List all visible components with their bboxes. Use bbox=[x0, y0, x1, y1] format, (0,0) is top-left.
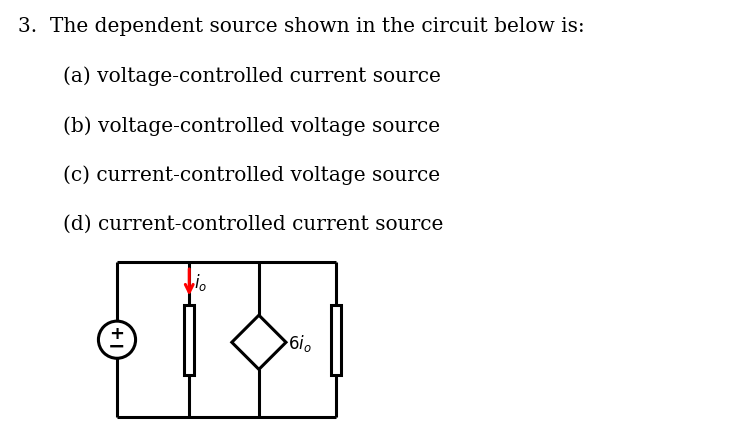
Text: (b) voltage-controlled voltage source: (b) voltage-controlled voltage source bbox=[63, 116, 440, 136]
Bar bbox=[331, 305, 341, 375]
Text: $6i_o$: $6i_o$ bbox=[288, 333, 312, 354]
Text: $i_o$: $i_o$ bbox=[194, 272, 207, 293]
Text: (a) voltage-controlled current source: (a) voltage-controlled current source bbox=[63, 67, 441, 86]
Bar bbox=[184, 305, 195, 375]
Text: (c) current-controlled voltage source: (c) current-controlled voltage source bbox=[63, 166, 440, 185]
Text: (d) current-controlled current source: (d) current-controlled current source bbox=[63, 215, 443, 234]
Text: −: − bbox=[108, 337, 126, 357]
Text: +: + bbox=[110, 325, 124, 343]
Text: 3.  The dependent source shown in the circuit below is:: 3. The dependent source shown in the cir… bbox=[18, 17, 585, 36]
Polygon shape bbox=[232, 315, 286, 369]
